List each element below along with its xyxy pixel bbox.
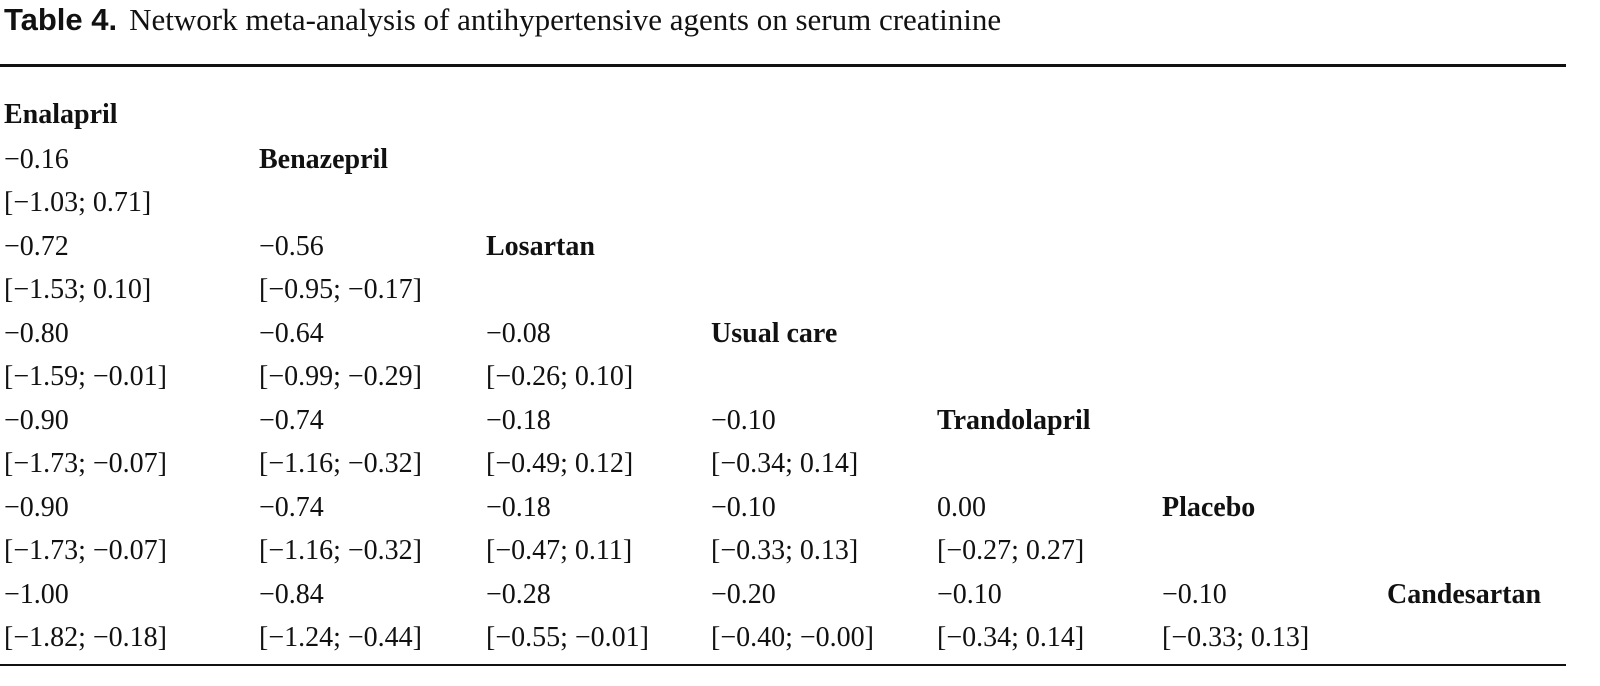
estimate: −0.08 <box>486 318 551 349</box>
estimate: −0.64 <box>259 318 324 349</box>
confidence-interval: [−1.82; −0.18] <box>4 622 168 653</box>
drug-name: Usual care <box>711 318 838 349</box>
table-title: Table 4. Network meta-analysis of antihyp… <box>4 2 1001 38</box>
estimate: −0.10 <box>711 492 776 523</box>
estimate: −0.20 <box>711 579 776 610</box>
drug-name: Losartan <box>486 231 595 262</box>
confidence-interval: [−1.59; −0.01] <box>4 361 168 392</box>
bottom-rule <box>0 664 1566 666</box>
estimate: −0.80 <box>4 318 69 349</box>
confidence-interval: [−0.49; 0.12] <box>486 448 634 479</box>
confidence-interval: [−0.99; −0.29] <box>259 361 423 392</box>
confidence-interval: [−0.33; 0.13] <box>711 535 859 566</box>
estimate: −0.74 <box>259 405 324 436</box>
drug-name: Enalapril <box>4 99 118 130</box>
estimate: −0.18 <box>486 405 551 436</box>
estimate: −0.90 <box>4 492 69 523</box>
estimate: −0.16 <box>4 144 69 175</box>
estimate: −0.72 <box>4 231 69 262</box>
confidence-interval: [−1.16; −0.32] <box>259 448 423 479</box>
confidence-interval: [−1.73; −0.07] <box>4 448 168 479</box>
confidence-interval: [−0.34; 0.14] <box>937 622 1085 653</box>
estimate: −0.56 <box>259 231 324 262</box>
estimate: −0.10 <box>937 579 1002 610</box>
confidence-interval: [−1.24; −0.44] <box>259 622 423 653</box>
estimate: −0.10 <box>1162 579 1227 610</box>
confidence-interval: [−1.73; −0.07] <box>4 535 168 566</box>
title-text: Network meta-analysis of antihypertensiv… <box>129 2 1002 37</box>
confidence-interval: [−1.16; −0.32] <box>259 535 423 566</box>
confidence-interval: [−0.47; 0.11] <box>486 535 633 566</box>
drug-name: Candesartan <box>1387 579 1542 610</box>
estimate: −0.84 <box>259 579 324 610</box>
estimate: −0.10 <box>711 405 776 436</box>
confidence-interval: [−0.26; 0.10] <box>486 361 634 392</box>
drug-name: Placebo <box>1162 492 1256 523</box>
confidence-interval: [−0.55; −0.01] <box>486 622 650 653</box>
confidence-interval: [−0.40; −0.00] <box>711 622 875 653</box>
top-rule <box>0 64 1566 67</box>
drug-name: Benazepril <box>259 144 389 175</box>
confidence-interval: [−0.27; 0.27] <box>937 535 1085 566</box>
confidence-interval: [−1.53; 0.10] <box>4 274 152 305</box>
confidence-interval: [−0.33; 0.13] <box>1162 622 1310 653</box>
confidence-interval: [−0.95; −0.17] <box>259 274 423 305</box>
estimate: −0.90 <box>4 405 69 436</box>
confidence-interval: [−0.34; 0.14] <box>711 448 859 479</box>
drug-name: Trandolapril <box>937 405 1091 436</box>
estimate: −1.00 <box>4 579 69 610</box>
table-label: Table 4. <box>4 2 118 37</box>
confidence-interval: [−1.03; 0.71] <box>4 187 152 218</box>
estimate: −0.18 <box>486 492 551 523</box>
estimate: −0.28 <box>486 579 551 610</box>
estimate: 0.00 <box>937 492 986 523</box>
estimate: −0.74 <box>259 492 324 523</box>
